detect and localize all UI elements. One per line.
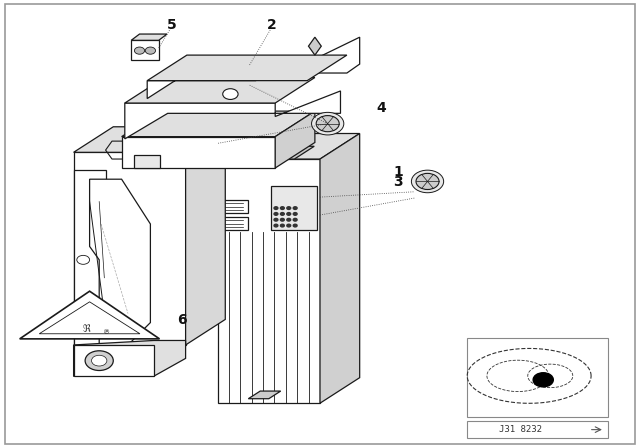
Circle shape xyxy=(77,255,90,264)
Circle shape xyxy=(274,218,278,221)
Polygon shape xyxy=(219,199,248,213)
Circle shape xyxy=(274,212,278,215)
Circle shape xyxy=(533,373,554,387)
Polygon shape xyxy=(271,186,317,230)
Text: 3: 3 xyxy=(393,175,403,190)
FancyBboxPatch shape xyxy=(467,338,608,417)
Text: ℜ: ℜ xyxy=(83,324,90,334)
Polygon shape xyxy=(20,291,159,339)
Polygon shape xyxy=(131,40,159,60)
Circle shape xyxy=(274,207,278,209)
Polygon shape xyxy=(74,340,186,376)
Circle shape xyxy=(416,173,439,190)
Polygon shape xyxy=(147,55,347,81)
Circle shape xyxy=(293,207,297,209)
Polygon shape xyxy=(74,127,225,152)
Polygon shape xyxy=(275,111,315,168)
Text: 6: 6 xyxy=(177,313,188,327)
Polygon shape xyxy=(218,159,320,403)
Text: 5: 5 xyxy=(166,17,177,32)
Polygon shape xyxy=(74,170,106,345)
Circle shape xyxy=(85,351,113,370)
Polygon shape xyxy=(248,391,281,399)
Circle shape xyxy=(287,207,291,209)
Text: 4: 4 xyxy=(376,100,386,115)
Circle shape xyxy=(280,218,284,221)
Polygon shape xyxy=(125,91,340,139)
Polygon shape xyxy=(74,345,154,376)
Circle shape xyxy=(223,89,238,99)
Circle shape xyxy=(287,218,291,221)
Circle shape xyxy=(287,212,291,215)
Text: ℗: ℗ xyxy=(102,328,109,335)
Circle shape xyxy=(145,47,156,54)
Text: 1: 1 xyxy=(393,164,403,179)
Circle shape xyxy=(280,212,284,215)
Polygon shape xyxy=(274,146,314,159)
Polygon shape xyxy=(74,152,186,345)
Polygon shape xyxy=(147,37,360,99)
Circle shape xyxy=(412,170,444,193)
Polygon shape xyxy=(122,137,275,168)
Circle shape xyxy=(293,224,297,227)
Circle shape xyxy=(293,212,297,215)
Polygon shape xyxy=(218,134,360,159)
Polygon shape xyxy=(125,78,315,103)
Text: J31 8232: J31 8232 xyxy=(499,425,542,434)
Polygon shape xyxy=(90,179,150,345)
Polygon shape xyxy=(134,155,160,168)
Text: 2: 2 xyxy=(267,17,277,32)
Circle shape xyxy=(293,218,297,221)
Polygon shape xyxy=(131,34,167,40)
Circle shape xyxy=(287,224,291,227)
Circle shape xyxy=(280,207,284,209)
Circle shape xyxy=(92,355,107,366)
Polygon shape xyxy=(186,127,225,345)
Polygon shape xyxy=(122,111,315,137)
Circle shape xyxy=(280,224,284,227)
Circle shape xyxy=(312,112,344,135)
Polygon shape xyxy=(320,134,360,403)
Circle shape xyxy=(134,47,145,54)
Circle shape xyxy=(274,224,278,227)
Polygon shape xyxy=(308,37,321,55)
Circle shape xyxy=(316,116,339,132)
FancyBboxPatch shape xyxy=(467,421,608,438)
Polygon shape xyxy=(219,216,248,230)
